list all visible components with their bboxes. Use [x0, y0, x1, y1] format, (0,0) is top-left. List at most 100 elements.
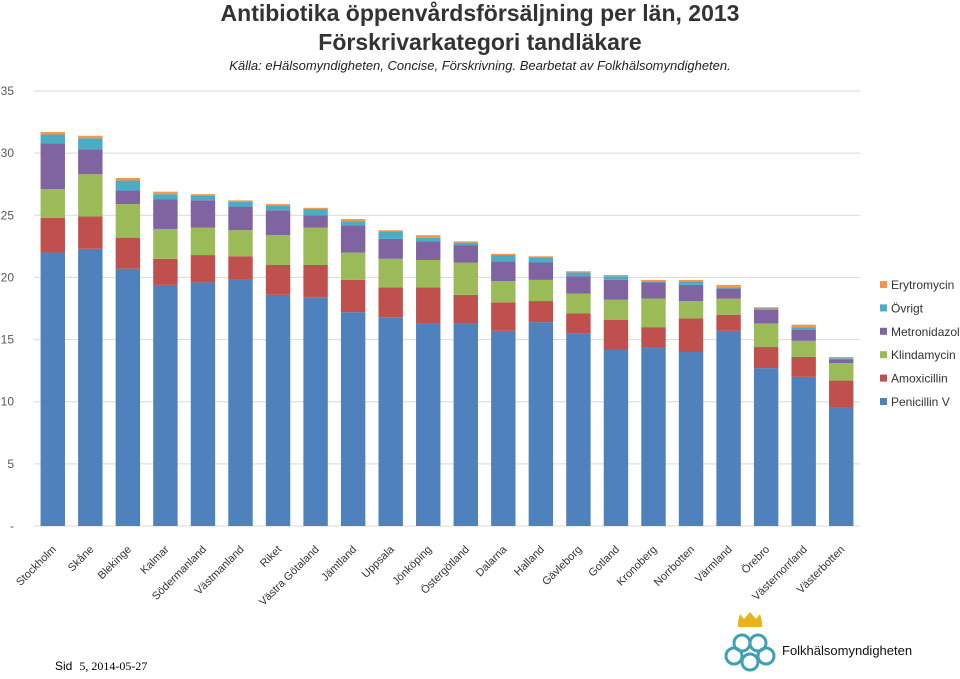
bar-segment [678, 281, 704, 285]
x-tick-label: Gävleborg [540, 544, 584, 588]
bar-segment [753, 347, 779, 369]
y-tick-label: 20 [1, 270, 15, 284]
bar-segment [378, 238, 403, 259]
bar-segment [228, 201, 253, 207]
bar-segment [153, 228, 178, 259]
bar-segment [416, 287, 441, 324]
bar-segment [378, 287, 403, 318]
bar-segment [303, 209, 328, 216]
bar-segment [603, 276, 629, 280]
x-tick-label: Gotland [586, 544, 622, 580]
bar-segment [716, 287, 741, 289]
bar-segment [40, 134, 65, 144]
bar-segment [453, 241, 478, 243]
x-tick-label: Skåne [66, 544, 97, 575]
legend-label: Penicillin V [891, 395, 950, 409]
bar-segment [153, 194, 178, 200]
bar-segment [115, 237, 141, 269]
bar-segment [603, 279, 629, 300]
bar-segment [265, 204, 291, 206]
x-tick-label: Jämtland [319, 544, 359, 584]
bar-segment [378, 230, 403, 232]
bar-segment [678, 318, 704, 352]
bar-segment [228, 279, 253, 526]
x-tick-label: Riket [258, 544, 284, 570]
bar-segment [190, 194, 216, 196]
bar-segment [228, 230, 253, 257]
bar-segment [491, 255, 516, 262]
bar-segment [491, 281, 516, 303]
x-tick-label: Norrbotten [652, 544, 697, 589]
legend-swatch [880, 281, 887, 288]
bar-segment [153, 199, 178, 229]
bar-segment [491, 253, 516, 256]
bar-segment [641, 298, 666, 328]
x-tick-label: Värmland [693, 544, 735, 586]
bar-segment [190, 195, 216, 201]
bar-segment [753, 309, 779, 324]
bar-segment [378, 258, 403, 288]
bar-segment [378, 317, 403, 526]
bar-segment [753, 368, 779, 526]
bar-segment [641, 282, 666, 299]
x-tick-label: Halland [512, 544, 547, 579]
bar-segment [753, 308, 779, 310]
bar-segment [491, 302, 516, 331]
footer-sid-label: Sid [55, 659, 73, 673]
bar-segment [303, 227, 328, 265]
bar-segment [603, 274, 629, 277]
bar-segment [641, 279, 666, 282]
bar-segment [190, 255, 216, 283]
bar-segment [791, 329, 816, 341]
bar-segment [491, 330, 516, 526]
bar-segment [228, 256, 253, 280]
bar-segment [716, 288, 741, 299]
y-tick-label: 10 [1, 395, 15, 409]
bar-segment [40, 143, 65, 190]
bar-segment [78, 138, 103, 150]
bar-segment [603, 349, 629, 526]
bar-segment [791, 356, 816, 377]
legend-swatch [880, 327, 887, 335]
bar-segment [265, 294, 291, 526]
footer-page-info: 5, 2014-05-27 [79, 659, 148, 673]
bar-segment [115, 204, 141, 238]
legend-label: Klindamycin [891, 348, 956, 362]
bar-segment [265, 210, 291, 236]
bar-segment [265, 265, 291, 295]
bar-segment [340, 279, 366, 313]
bar-segment [303, 215, 328, 228]
bar-segment [791, 340, 816, 357]
x-tick-label: Blekinge [96, 544, 134, 582]
bar-segment [716, 314, 741, 331]
bar-segment [378, 231, 403, 239]
bar-segment [678, 279, 704, 282]
bar-segment [190, 282, 216, 526]
bar-segment [716, 284, 741, 288]
x-tick-label: Örebro [740, 544, 773, 577]
bar-segment [528, 262, 554, 280]
bar-segment [153, 258, 178, 285]
bar-segment [453, 262, 478, 295]
x-tick-label: Stockholm [14, 544, 59, 589]
bar-segment [303, 265, 328, 298]
legend-label: Erytromycin [891, 278, 954, 292]
bar-segment [40, 217, 65, 253]
bar-segment [340, 252, 366, 280]
bar-segment [153, 191, 178, 195]
bar-segment [453, 242, 478, 246]
bar-segment [566, 333, 591, 526]
bar-segment [416, 260, 441, 288]
bar-segment [641, 347, 666, 526]
legend-label: Metronidazol [891, 325, 960, 339]
bar-segment [641, 327, 666, 348]
bar-segment [228, 200, 253, 202]
bar-segment [115, 268, 141, 526]
bar-segment [528, 322, 554, 526]
bar-segment [566, 293, 591, 314]
x-tick-label: Dalarna [474, 543, 510, 579]
legend-swatch [880, 351, 887, 359]
bar-segment [491, 261, 516, 282]
bar-segment [528, 301, 554, 323]
bar-segment [453, 323, 478, 526]
